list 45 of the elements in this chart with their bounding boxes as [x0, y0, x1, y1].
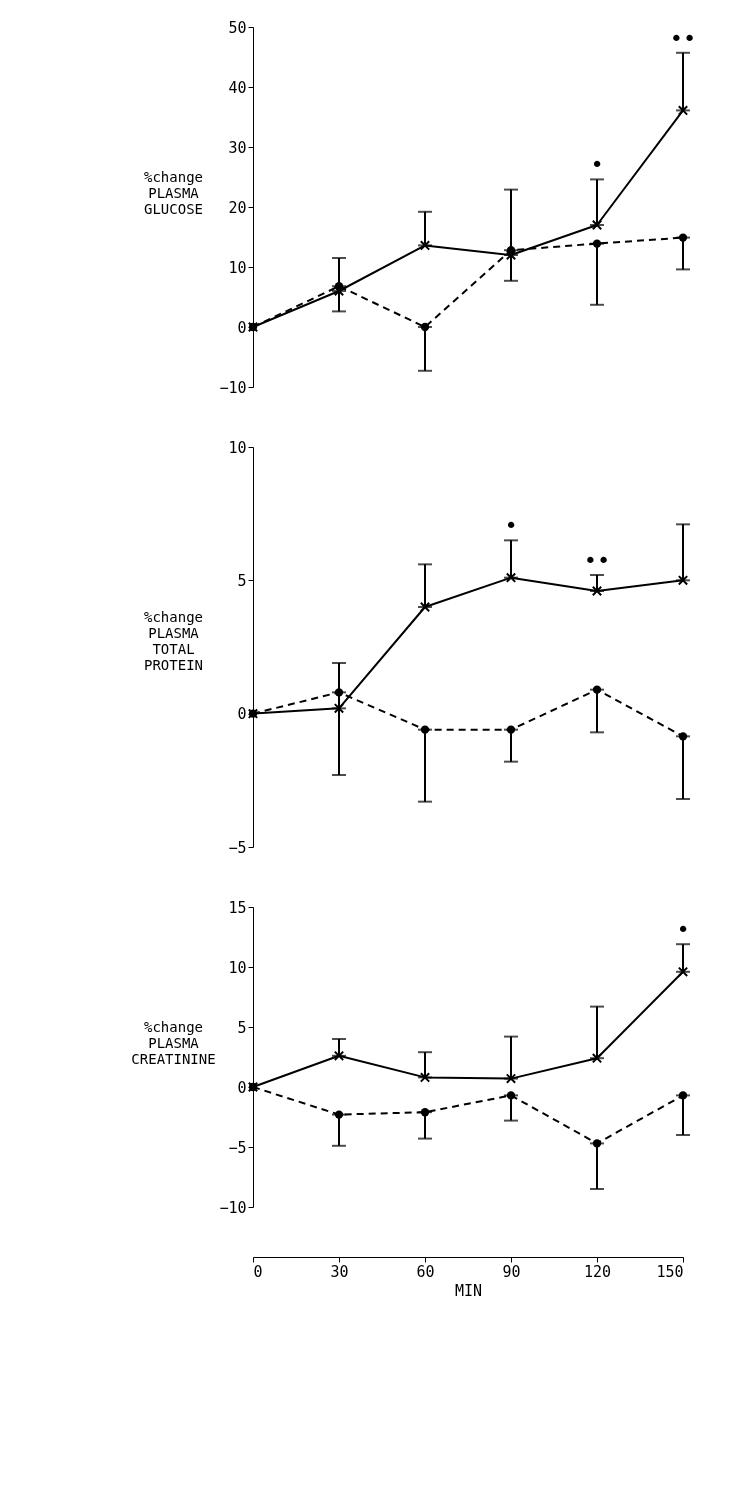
y-tick-label: 15 — [228, 898, 247, 917]
point — [419, 1072, 431, 1083]
y-tick-label: 30 — [228, 138, 247, 157]
y-tick-label: −10 — [219, 378, 247, 397]
point — [677, 575, 689, 586]
y-tick-label: 40 — [228, 78, 247, 97]
y-tick-label: 50 — [228, 18, 247, 37]
annotation: •• — [583, 548, 611, 573]
y-tick-label: 5 — [237, 1018, 247, 1037]
point — [333, 1050, 345, 1061]
y-tick-label: 0 — [237, 705, 247, 724]
point — [591, 219, 603, 231]
point — [677, 966, 689, 977]
y-axis-title: %change PLASMA CREATININE — [131, 1018, 216, 1067]
point — [419, 240, 431, 251]
point — [591, 585, 603, 597]
y-tick-label: 0 — [237, 1078, 247, 1097]
x-tick-label: 60 — [416, 1262, 435, 1281]
y-tick-label: −5 — [228, 1138, 247, 1157]
y-tick-label: 10 — [228, 258, 247, 277]
point — [677, 105, 689, 116]
y-tick-label: 5 — [237, 571, 247, 590]
y-axis-title: %change PLASMA TOTAL PROTEIN — [143, 608, 204, 673]
x-axis-title: MIN — [454, 1281, 483, 1300]
y-tick-label: 10 — [228, 438, 247, 457]
x-tick-label: 150 — [656, 1262, 684, 1281]
y-tick-label: −10 — [219, 1198, 247, 1217]
point — [333, 703, 345, 714]
y-tick-label: 0 — [237, 318, 247, 337]
y-tick-label: −5 — [228, 838, 247, 857]
y-tick-label: 10 — [228, 958, 247, 977]
x-tick-label: 30 — [330, 1262, 349, 1281]
point — [591, 1053, 603, 1064]
annotation: • — [590, 152, 604, 178]
point — [505, 1073, 517, 1084]
y-axis-title: %change PLASMA GLUCOSE — [143, 168, 204, 217]
point — [419, 601, 431, 613]
annotation: • — [676, 917, 690, 943]
annotation: •• — [669, 25, 697, 51]
x-tick-label: 90 — [502, 1262, 521, 1281]
point — [505, 572, 517, 583]
x-tick-label: 0 — [253, 1262, 263, 1281]
x-tick-label: 120 — [583, 1262, 612, 1281]
annotation: • — [504, 513, 518, 539]
y-tick-label: 20 — [228, 198, 247, 217]
